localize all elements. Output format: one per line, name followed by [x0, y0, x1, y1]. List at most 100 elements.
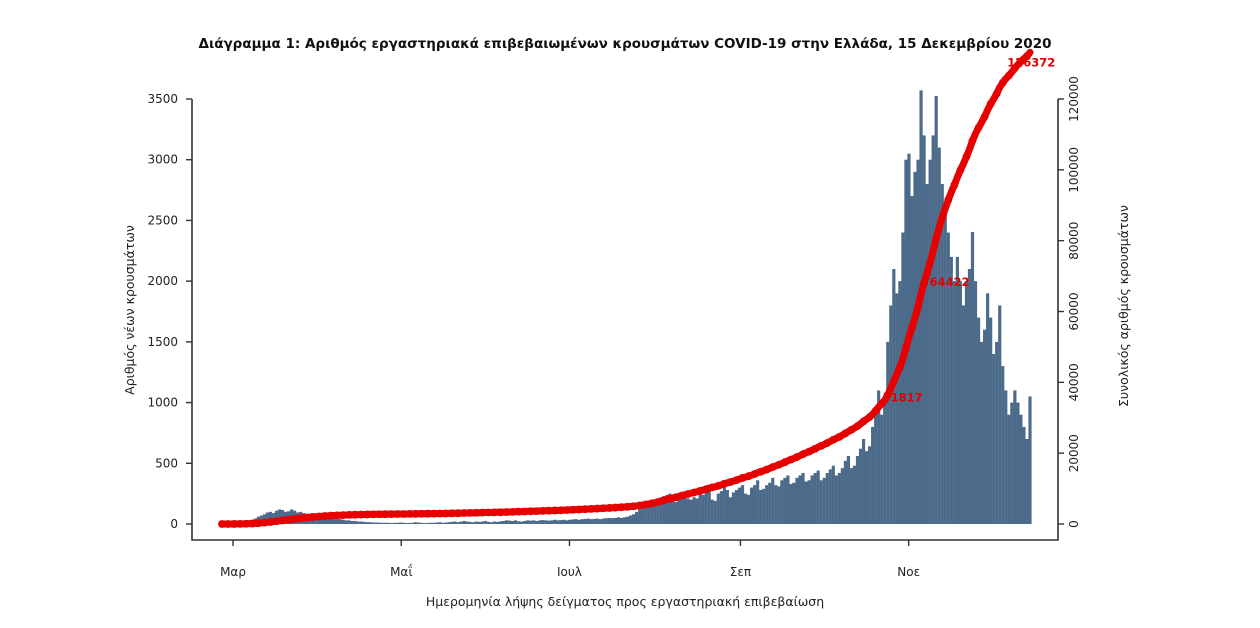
bar-day-193	[804, 482, 807, 525]
bar-day-42	[348, 520, 351, 524]
bar-day-37	[332, 519, 335, 524]
cumulative-point-244	[957, 166, 965, 174]
chart-title: Διάγραμμα 1: Αριθμός εργαστηριακά επιβεβ…	[199, 36, 1052, 52]
bar-day-75	[447, 522, 450, 524]
bar-day-184	[777, 486, 780, 524]
y-tick-label-0: 0	[170, 517, 178, 531]
bar-day-221	[889, 305, 892, 524]
bar-day-73	[441, 523, 444, 524]
cumulative-point-252	[981, 113, 989, 121]
bar-day-251	[980, 342, 983, 524]
bar-day-188	[789, 484, 792, 524]
bar-day-182	[771, 478, 774, 524]
bar-day-122	[590, 519, 593, 524]
bar-day-213	[865, 451, 868, 524]
bar-day-245	[962, 305, 965, 524]
bar-day-116	[571, 519, 574, 524]
bar-day-41	[344, 520, 347, 524]
bar-day-170	[735, 490, 738, 524]
bar-day-204	[838, 473, 841, 524]
bar-day-187	[786, 475, 789, 524]
bar-day-197	[817, 471, 820, 524]
bar-day-55	[387, 523, 390, 524]
bar-day-96	[511, 521, 514, 524]
bar-day-63	[411, 523, 414, 524]
bar-day-97	[514, 520, 517, 524]
bar-day-131	[617, 517, 620, 524]
y-tick-label-3: 1500	[147, 335, 178, 349]
bar-day-95	[508, 521, 511, 524]
bar-day-155	[689, 500, 692, 524]
bar-day-125	[599, 519, 602, 524]
bar-day-123	[593, 519, 596, 524]
bar-day-150	[674, 502, 677, 524]
bar-day-263	[1016, 403, 1019, 524]
bar-day-169	[732, 492, 735, 524]
bar-day-165	[720, 491, 723, 524]
bar-day-242	[953, 281, 956, 524]
bar-day-173	[744, 494, 747, 524]
bar-day-70	[432, 523, 435, 524]
bar-day-162	[711, 500, 714, 524]
bar-day-189	[792, 483, 795, 524]
bar-day-115	[568, 520, 571, 524]
bar-day-138	[638, 509, 641, 524]
cumulative-point-240	[944, 196, 952, 204]
bar-day-71	[435, 523, 438, 524]
bar-day-113	[562, 520, 565, 524]
bar-day-220	[886, 342, 889, 524]
bar-day-163	[714, 501, 717, 524]
bar-day-72	[438, 522, 441, 524]
cumulative-point-256	[993, 90, 1001, 98]
bar-day-252	[983, 330, 986, 524]
bar-day-49	[369, 522, 372, 524]
bar-day-158	[699, 494, 702, 524]
bar-day-218	[880, 415, 883, 524]
bar-day-237	[938, 148, 941, 524]
bar-day-195	[811, 475, 814, 524]
bar-day-250	[977, 318, 980, 524]
annotation-1: 64422	[930, 275, 970, 289]
bar-day-74	[444, 523, 447, 524]
bar-day-92	[499, 521, 502, 524]
bar-day-56	[390, 523, 393, 524]
bar-day-238	[941, 184, 944, 524]
bar-day-183	[774, 485, 777, 524]
bar-day-191	[798, 475, 801, 524]
y-tick-label-4: 2000	[147, 274, 178, 288]
bar-day-112	[559, 520, 562, 524]
bar-day-179	[762, 489, 765, 524]
bar-day-109	[550, 520, 553, 524]
y2-tick-label-5: 100000	[1067, 147, 1081, 193]
x-tick-label-1: Μαΐ	[390, 564, 412, 579]
bar-day-62	[408, 523, 411, 524]
cumulative-point-246	[963, 153, 971, 161]
y-tick-label-1: 500	[155, 456, 178, 470]
bar-day-135	[629, 516, 632, 525]
bar-day-207	[847, 456, 850, 524]
annotation-0: 126372	[1007, 55, 1055, 69]
bar-day-260	[1007, 415, 1010, 524]
bar-day-91	[496, 522, 499, 524]
x-tick-label-3: Σεπ	[730, 565, 751, 579]
bar-day-194	[808, 480, 811, 524]
bar-day-199	[823, 478, 826, 524]
bar-day-210	[856, 456, 859, 524]
bar-day-262	[1013, 390, 1016, 524]
bar-day-206	[844, 461, 847, 524]
bar-day-168	[729, 497, 732, 524]
cumulative-point-216	[872, 407, 880, 415]
bar-day-90	[493, 522, 496, 524]
cumulative-point-228	[908, 324, 916, 332]
cumulative-point-214	[866, 413, 874, 421]
bar-day-61	[405, 523, 408, 524]
cumulative-point-238	[938, 214, 946, 222]
bar-day-129	[611, 518, 614, 524]
cumulative-point-226	[902, 344, 910, 352]
bar-day-211	[859, 449, 862, 524]
bar-day-133	[623, 517, 626, 524]
y-tick-label-2: 1000	[147, 396, 178, 410]
